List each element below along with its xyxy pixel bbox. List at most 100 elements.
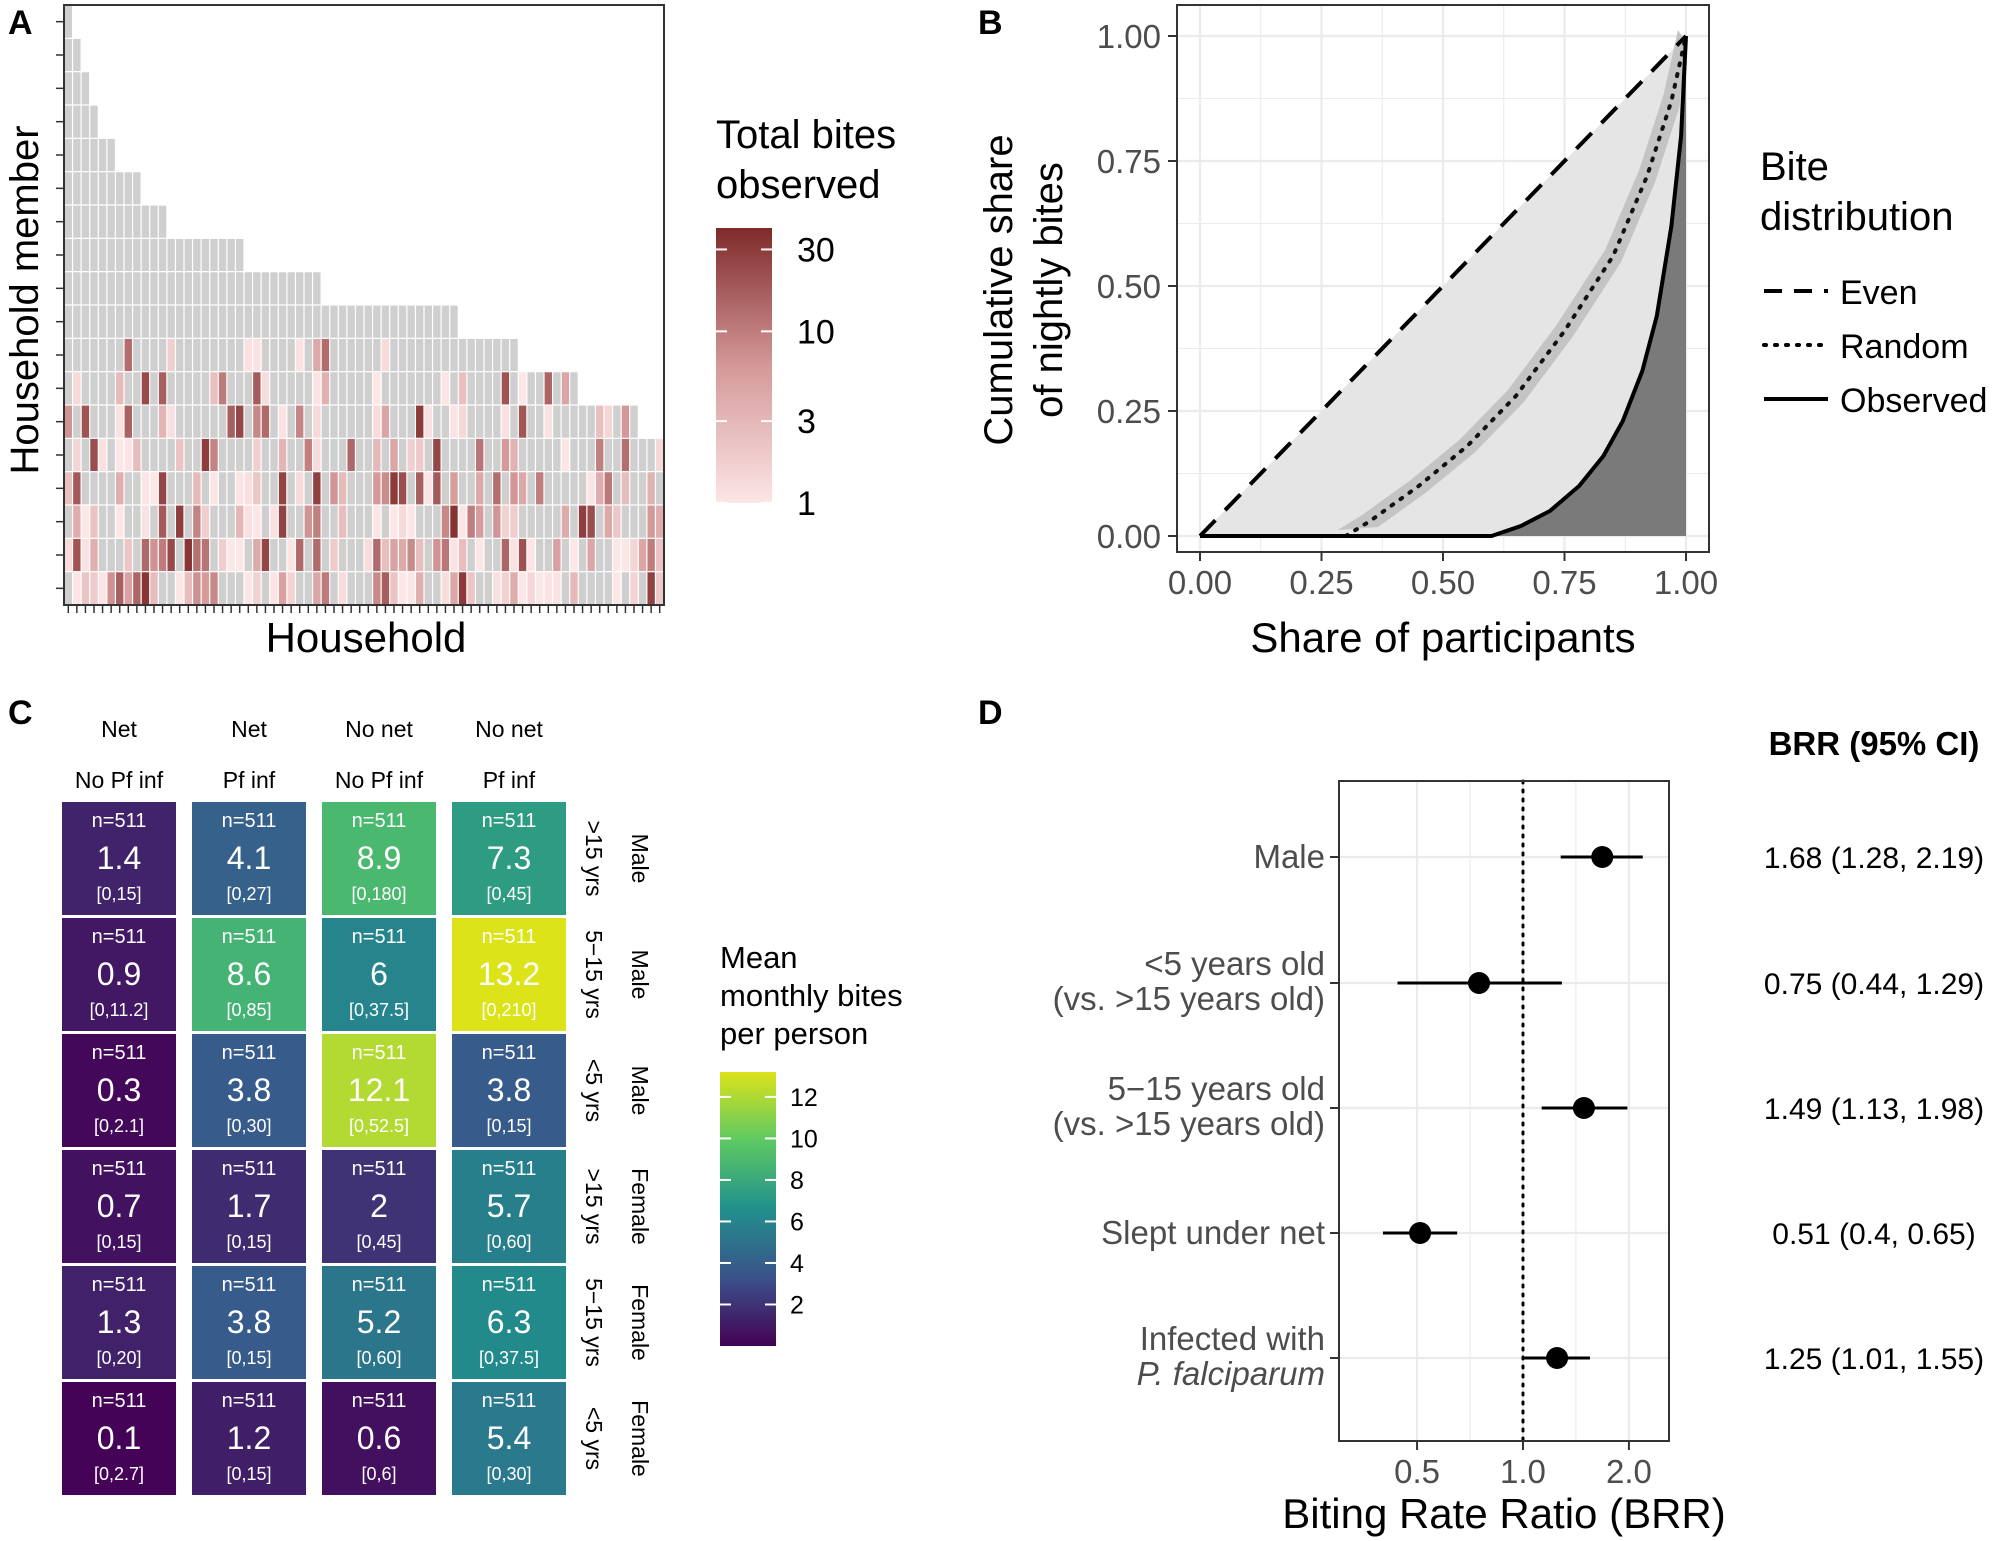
panel-d-row-labels: Male 1.68 (1.28, 2.19)<5 years old(vs. >1… <box>1053 838 1984 1392</box>
heatmap-cell <box>73 372 81 405</box>
summary-cell <box>322 1382 436 1495</box>
heatmap-cell <box>561 438 570 472</box>
heatmap-cell <box>416 372 424 405</box>
cell-range: [0,37.5] <box>479 1348 539 1368</box>
panel-d-xlabel: Biting Rate Ratio (BRR) <box>1282 1490 1725 1537</box>
heatmap-cell <box>356 372 364 405</box>
brr-value: 0.75 (0.44, 1.29) <box>1764 968 1984 1001</box>
cell-range: [0,15] <box>486 1116 531 1136</box>
heatmap-cell <box>338 505 347 538</box>
heatmap-cell <box>270 338 278 372</box>
heatmap-cell <box>390 572 398 605</box>
heatmap-cell <box>398 572 407 605</box>
heatmap-cell <box>116 305 124 338</box>
row-label-age: >15 yrs <box>581 820 607 896</box>
panel-b: 0.00 0.25 0.50 0.75 1.00 0.00 0.25 0.50 0.75 1.00… <box>977 4 1987 661</box>
cell-range: [0,37.5] <box>349 1000 409 1020</box>
heatmap-cell <box>433 572 441 605</box>
heatmap-cell <box>158 505 167 538</box>
heatmap-cell <box>193 572 201 605</box>
cell-range: [0,45] <box>486 884 531 904</box>
heatmap-cell <box>450 305 458 338</box>
heatmap-cell <box>244 272 252 305</box>
heatmap-cell <box>278 572 287 605</box>
summary-cell <box>322 1150 436 1263</box>
heatmap-cell <box>176 238 184 272</box>
panel-d-plot-bg <box>1339 781 1669 1441</box>
heatmap-cell <box>296 472 304 505</box>
cell-sample-size: n=511 <box>482 1390 537 1412</box>
cell-mean-value: 13.2 <box>478 956 540 992</box>
cell-mean-value: 5.7 <box>487 1188 531 1224</box>
heatmap-cell <box>270 572 278 605</box>
heatmap-cell <box>476 338 484 372</box>
heatmap-cell <box>321 472 330 505</box>
heatmap-cell <box>133 472 141 505</box>
cell-sample-size: n=511 <box>92 1042 147 1064</box>
heatmap-cell <box>253 505 261 538</box>
heatmap-cell <box>493 338 501 372</box>
heatmap-cell <box>176 372 184 405</box>
heatmap-cell <box>518 538 527 572</box>
heatmap-cell <box>184 305 192 338</box>
column-header-net-status: Net <box>231 716 267 742</box>
heatmap-cell <box>467 505 475 538</box>
heatmap-cell <box>570 405 578 438</box>
heatmap-cell <box>64 405 72 438</box>
heatmap-cell <box>253 338 261 372</box>
cell-range: [0,180] <box>351 884 406 904</box>
row-label: 5−15 years old <box>1108 1070 1325 1107</box>
heatmap-cell <box>501 505 510 538</box>
heatmap-cell <box>124 272 132 305</box>
heatmap-cell <box>98 538 107 572</box>
heatmap-cell <box>244 472 252 505</box>
heatmap-cell <box>647 505 655 538</box>
heatmap-cell <box>518 438 527 472</box>
point-estimate <box>1468 972 1491 994</box>
heatmap-cell <box>90 305 98 338</box>
cell-mean-value: 0.7 <box>97 1188 141 1224</box>
heatmap-cell <box>638 505 647 538</box>
heatmap-cell <box>278 538 287 572</box>
heatmap-cell <box>578 472 587 505</box>
cell-sample-size: n=511 <box>222 1274 277 1296</box>
heatmap-cell <box>304 538 312 572</box>
heatmap-cell <box>116 438 124 472</box>
heatmap-cell <box>458 372 467 405</box>
cell-sample-size: n=511 <box>482 1274 537 1296</box>
heatmap-cell <box>527 405 535 438</box>
heatmap-cell <box>347 572 355 605</box>
heatmap-cell <box>518 372 527 405</box>
heatmap-cell <box>321 505 330 538</box>
heatmap-cell <box>373 538 381 572</box>
heatmap-cell <box>64 238 72 272</box>
heatmap-cell <box>81 572 90 605</box>
heatmap-cell <box>201 572 210 605</box>
heatmap-cell <box>347 338 355 372</box>
heatmap-cell <box>381 405 390 438</box>
heatmap-cell <box>218 372 227 405</box>
heatmap-cell <box>373 405 381 438</box>
cell-range: [0,27] <box>226 884 271 904</box>
panel-c-legend-colorbar <box>720 1072 776 1346</box>
heatmap-cell <box>390 405 398 438</box>
heatmap-cell <box>73 472 81 505</box>
heatmap-cell <box>347 405 355 438</box>
heatmap-cell <box>158 372 167 405</box>
heatmap-cell <box>158 472 167 505</box>
heatmap-cell <box>304 572 312 605</box>
summary-cell <box>192 1150 306 1263</box>
heatmap-cell <box>424 405 432 438</box>
heatmap-cell <box>330 438 338 472</box>
heatmap-cell <box>81 338 90 372</box>
summary-cell <box>452 1266 566 1379</box>
legend-label-even: Even <box>1840 274 1918 312</box>
heatmap-cell <box>133 405 141 438</box>
heatmap-cell <box>536 405 544 438</box>
heatmap-cell <box>167 238 175 272</box>
heatmap-cell <box>424 438 432 472</box>
heatmap-cell <box>193 438 201 472</box>
cell-range: [0,2.1] <box>94 1116 144 1136</box>
heatmap-cell <box>476 572 484 605</box>
heatmap-cell <box>527 372 535 405</box>
